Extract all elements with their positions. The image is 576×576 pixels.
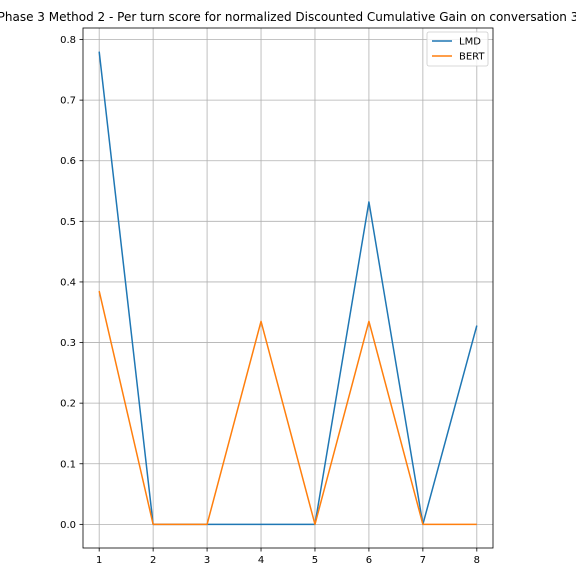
y-tick-label: 0.4 — [60, 277, 76, 288]
x-tick-label: 1 — [96, 555, 102, 566]
chart-title: Phase 3 Method 2 - Per turn score for no… — [0, 10, 576, 24]
y-tick-label: 0.0 — [60, 520, 76, 531]
series-line-lmd — [98, 51, 478, 526]
x-tick-label: 2 — [150, 555, 156, 566]
x-tick-label: 6 — [366, 555, 372, 566]
y-tick-label: 0.2 — [60, 399, 76, 410]
legend: LMD BERT — [426, 31, 489, 67]
y-tick-label: 0.3 — [60, 338, 76, 349]
x-tick-label: 4 — [258, 555, 264, 566]
x-tick-label: 7 — [420, 555, 426, 566]
y-tick-label: 0.8 — [60, 35, 76, 46]
y-tick-label: 0.6 — [60, 156, 76, 167]
y-tick-label: 0.7 — [60, 96, 76, 107]
series-line-bert — [98, 290, 477, 526]
x-tick-label: 8 — [474, 555, 480, 566]
series-lines — [98, 51, 478, 526]
grid — [83, 28, 493, 548]
x-tick-label: 5 — [312, 555, 318, 566]
axes: 1 2 3 4 5 6 7 8 0.0 0.1 0.2 0.3 0.4 0.5 0.6 0.7 0.8 — [60, 27, 494, 566]
legend-label-bert: BERT — [459, 52, 485, 63]
y-tick-label: 0.1 — [60, 459, 76, 470]
y-tick-label: 0.5 — [60, 217, 76, 228]
plot-frame — [82, 27, 494, 549]
legend-label-lmd: LMD — [459, 37, 481, 48]
x-tick-label: 3 — [204, 555, 210, 566]
